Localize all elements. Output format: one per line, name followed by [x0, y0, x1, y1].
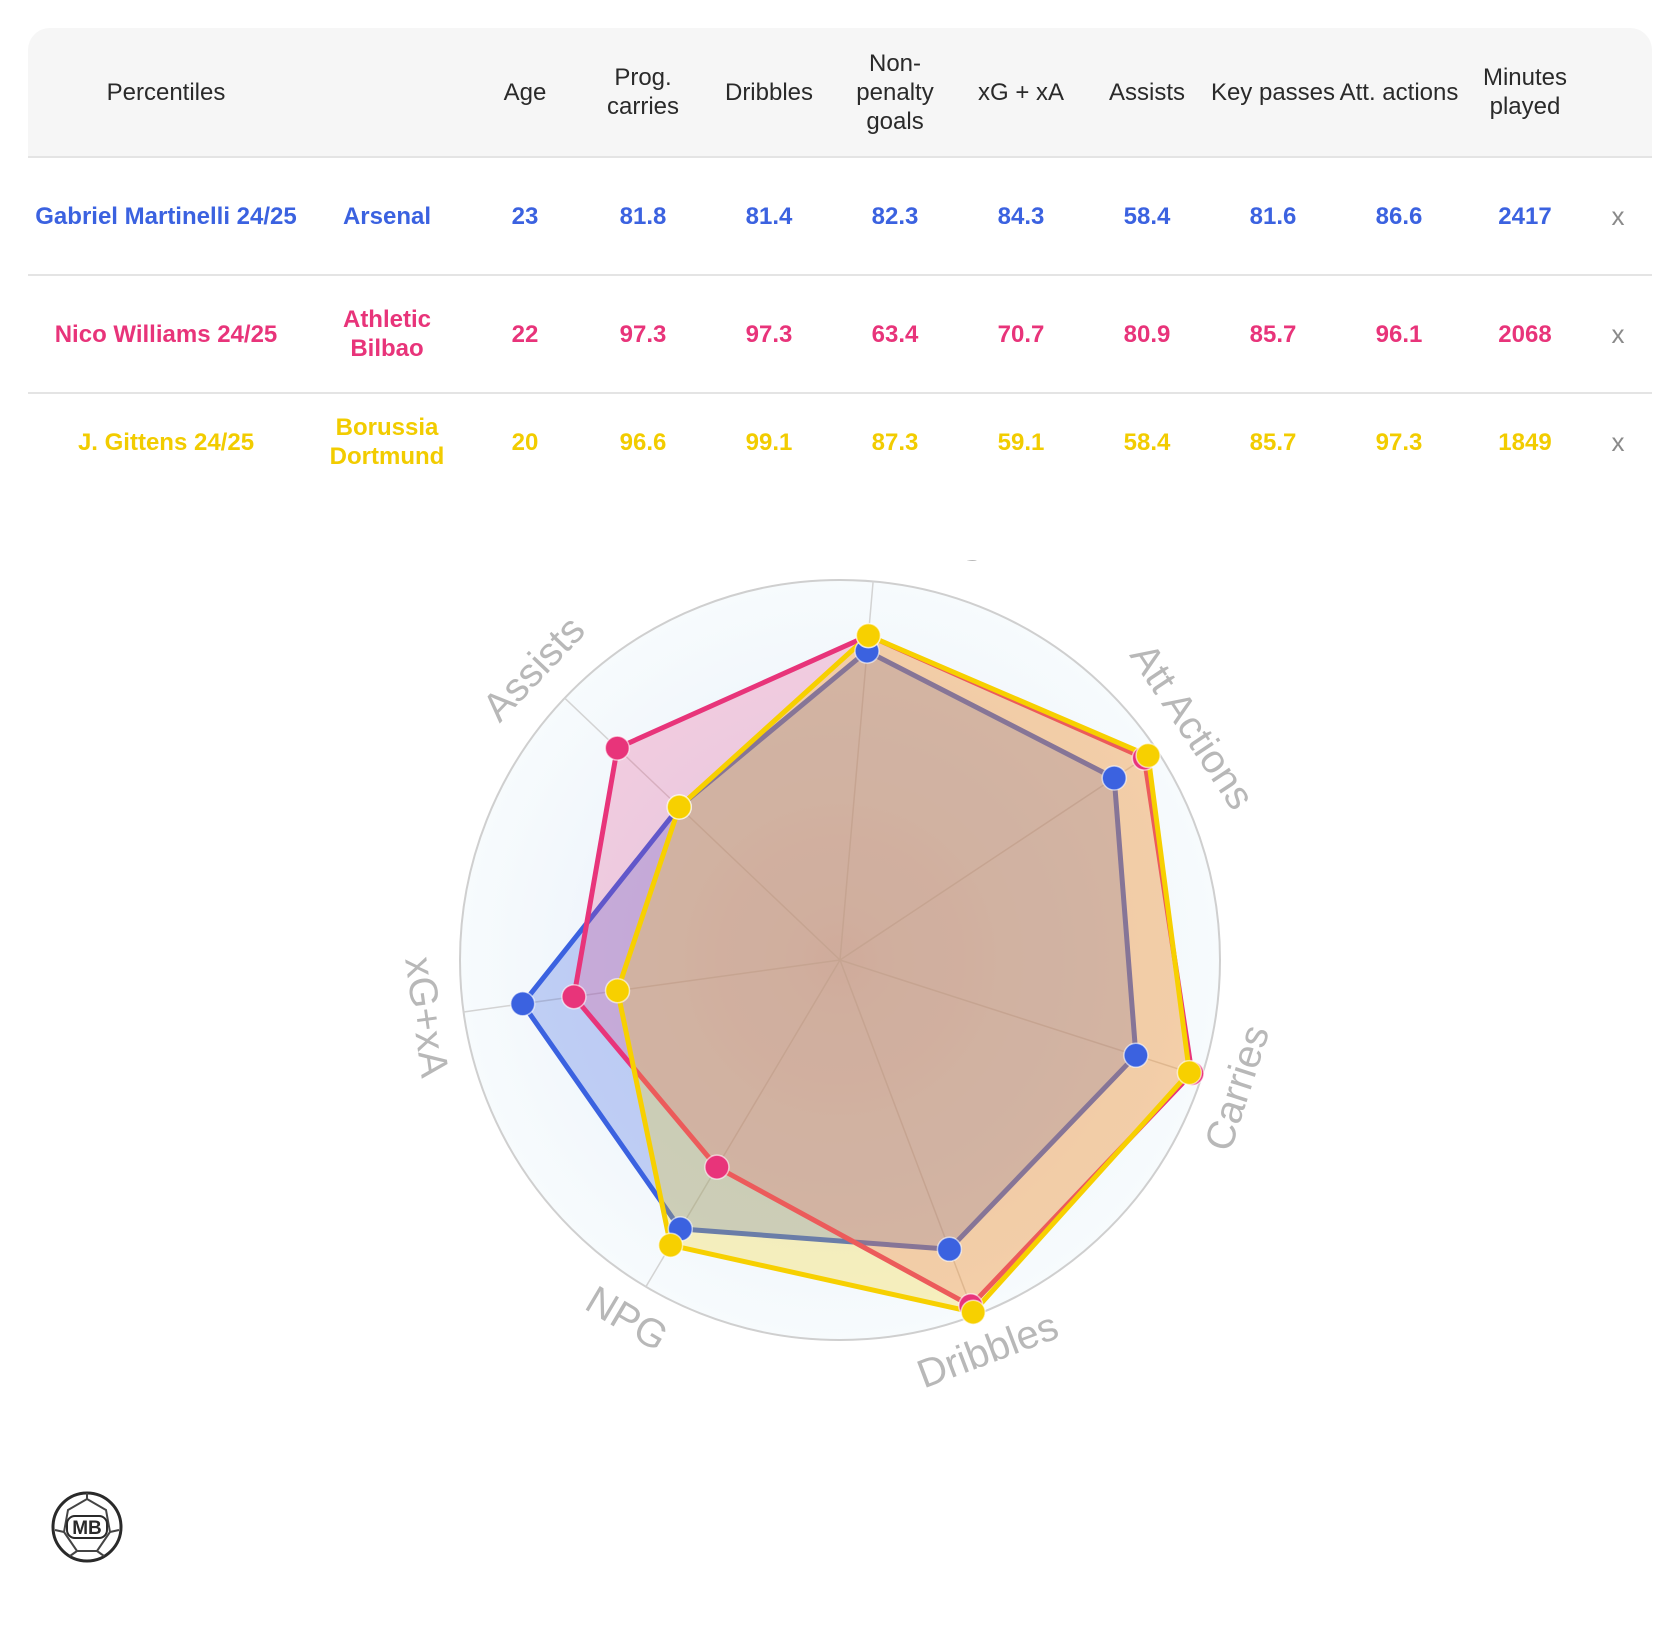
- logo-text: MB: [72, 1518, 102, 1539]
- table-row: Nico Williams 24/25 Athletic Bilbao 22 9…: [28, 276, 1652, 394]
- assists-value: 58.4: [1123, 202, 1171, 230]
- header-percentiles: Percentiles: [106, 78, 226, 106]
- data-point: [561, 983, 587, 1010]
- series-polygon-0: [520, 648, 1139, 1252]
- dribbles-value: 99.1: [745, 428, 793, 456]
- table-row: J. Gittens 24/25 Borussia Dortmund 20 96…: [28, 394, 1652, 490]
- key-passes-value: 81.6: [1249, 202, 1297, 230]
- att-actions-value: 96.1: [1375, 320, 1423, 348]
- header-dribbles: Dribbles: [724, 78, 814, 106]
- mb-logo-icon: MB: [50, 1490, 124, 1569]
- minutes-value: 2068: [1498, 320, 1552, 348]
- player-name[interactable]: J. Gittens 24/25: [77, 428, 255, 456]
- comparison-table: Percentiles Age Prog. carries Dribbles N…: [28, 28, 1652, 490]
- age-value: 22: [511, 320, 539, 348]
- header-key-passes: Key passes: [1210, 78, 1336, 106]
- club-name: Arsenal: [342, 202, 432, 230]
- series-polygon-2: [615, 633, 1192, 1315]
- data-point: [604, 977, 631, 1004]
- player-name[interactable]: Nico Williams 24/25: [54, 320, 278, 348]
- header-att-actions: Att. actions: [1339, 78, 1459, 106]
- data-point: [1176, 1059, 1203, 1086]
- data-point: [1101, 765, 1127, 791]
- age-value: 23: [511, 202, 539, 230]
- prog-carries-value: 81.8: [619, 202, 667, 230]
- header-age: Age: [503, 78, 547, 106]
- age-value: 20: [511, 428, 539, 456]
- club-name: Athletic Bilbao: [342, 306, 431, 362]
- table-header: Percentiles Age Prog. carries Dribbles N…: [28, 28, 1652, 158]
- xg-xa-value: 84.3: [997, 202, 1045, 230]
- axis-label: xG+xA: [396, 954, 456, 1080]
- data-point: [1123, 1042, 1149, 1069]
- series-polygon-1: [571, 633, 1195, 1309]
- header-prog-carries: Prog. carries: [606, 64, 679, 120]
- npg-value: 82.3: [871, 202, 919, 230]
- data-point: [657, 1232, 684, 1258]
- key-passes-value: 85.7: [1249, 428, 1297, 456]
- radar-outer-ring: [459, 579, 1221, 1341]
- data-point: [855, 622, 882, 649]
- remove-player-button[interactable]: x: [1611, 200, 1625, 231]
- dribbles-value: 97.3: [745, 320, 793, 348]
- att-actions-value: 86.6: [1375, 202, 1423, 230]
- prog-carries-value: 97.3: [619, 320, 667, 348]
- xg-xa-value: 59.1: [997, 428, 1045, 456]
- remove-player-button[interactable]: x: [1611, 318, 1625, 349]
- dribbles-value: 81.4: [745, 202, 793, 230]
- player-name[interactable]: Gabriel Martinelli 24/25: [35, 202, 297, 230]
- data-point: [666, 794, 692, 820]
- assists-value: 58.4: [1123, 428, 1171, 456]
- data-point: [509, 991, 536, 1017]
- data-point: [936, 1236, 963, 1263]
- header-npg: Non-penalty goals: [856, 49, 934, 135]
- club-name: Borussia Dortmund: [329, 414, 445, 470]
- table-row: Gabriel Martinelli 24/25 Arsenal 23 81.8…: [28, 158, 1652, 276]
- npg-value: 87.3: [871, 428, 919, 456]
- data-point: [960, 1299, 986, 1325]
- header-xg-xa: xG + xA: [977, 78, 1065, 106]
- key-passes-value: 85.7: [1249, 320, 1297, 348]
- assists-value: 80.9: [1123, 320, 1171, 348]
- npg-value: 63.4: [871, 320, 919, 348]
- radar-svg: Key PassesAtt ActionsCarriesDribblesNPGx…: [396, 560, 1278, 1397]
- data-point: [1135, 742, 1161, 769]
- axis-label: Key Passes: [770, 560, 984, 570]
- header-assists: Assists: [1108, 78, 1185, 106]
- radar-chart: Key PassesAtt ActionsCarriesDribblesNPGx…: [0, 560, 1680, 1460]
- minutes-value: 2417: [1498, 202, 1552, 230]
- remove-player-button[interactable]: x: [1611, 426, 1625, 457]
- prog-carries-value: 96.6: [619, 428, 667, 456]
- minutes-value: 1849: [1498, 428, 1552, 456]
- data-point: [704, 1154, 730, 1180]
- att-actions-value: 97.3: [1375, 428, 1423, 456]
- data-point: [604, 735, 631, 761]
- xg-xa-value: 70.7: [997, 320, 1045, 348]
- header-minutes: Minutes played: [1482, 64, 1568, 120]
